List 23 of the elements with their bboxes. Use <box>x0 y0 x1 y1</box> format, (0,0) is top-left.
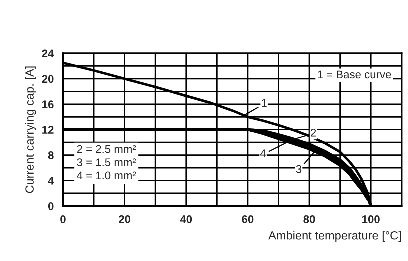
annotation: 3 = 1.5 mm² <box>77 158 136 166</box>
y-tick-label: 24 <box>42 50 54 58</box>
y-tick-label: 0 <box>48 202 54 210</box>
x-tick-label: 100 <box>362 216 380 224</box>
annotation: 2 = 2.5 mm² <box>77 145 136 154</box>
y-tick-label: 20 <box>42 75 54 84</box>
x-tick-label: 40 <box>180 216 192 224</box>
annotation: 2 <box>311 128 316 137</box>
y-tick-label: 4 <box>48 177 54 185</box>
y-tick-label: 12 <box>42 126 54 134</box>
y-tick-label: 8 <box>48 152 54 160</box>
x-axis-title: Ambient temperature [°C] <box>268 231 402 242</box>
x-tick-label: 80 <box>304 216 316 224</box>
y-tick-label: 16 <box>42 100 54 109</box>
annotation: 1 <box>262 99 267 107</box>
x-tick-label: 20 <box>119 216 131 224</box>
x-tick-label: 60 <box>242 216 254 224</box>
annotation: 1 = Base curve <box>318 70 392 79</box>
y-axis-title: Current carrying cap. [A] <box>25 66 36 194</box>
annotation: 3 <box>296 165 302 174</box>
x-tick-label: 0 <box>60 216 66 224</box>
annotation: 4 <box>260 150 266 158</box>
annotation: 4 = 1.0 mm² <box>77 172 136 180</box>
